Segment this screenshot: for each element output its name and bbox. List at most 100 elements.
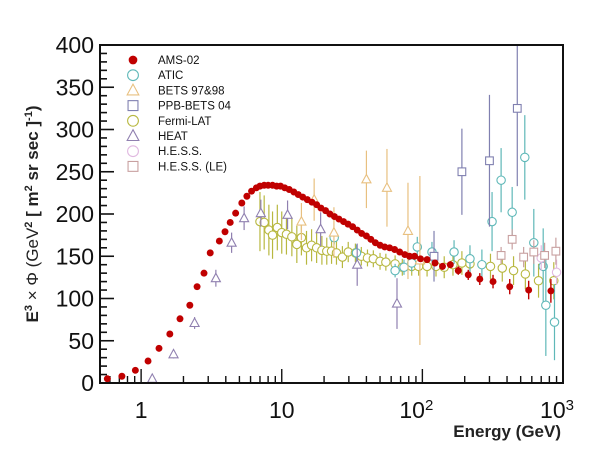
x-axis-title: Energy (GeV) bbox=[453, 422, 561, 441]
data-point bbox=[489, 278, 497, 286]
data-point bbox=[215, 237, 223, 245]
y-tick-label: 350 bbox=[56, 74, 94, 100]
data-point bbox=[146, 372, 158, 383]
data-point bbox=[520, 269, 531, 279]
data-point bbox=[186, 301, 194, 309]
legend-label: PPB-BETS 04 bbox=[158, 101, 231, 113]
y-tick-label: 250 bbox=[56, 159, 94, 185]
legend-marker bbox=[126, 128, 140, 142]
data-point bbox=[485, 156, 494, 166]
data-point bbox=[131, 366, 139, 374]
legend-marker bbox=[127, 114, 139, 127]
data-point bbox=[206, 249, 214, 257]
data-point bbox=[507, 234, 517, 244]
data-point bbox=[508, 265, 519, 276]
data-point bbox=[547, 287, 555, 295]
data-point bbox=[551, 267, 562, 278]
y-tick-label: 50 bbox=[68, 328, 94, 354]
data-point bbox=[155, 344, 163, 352]
data-point bbox=[541, 300, 551, 311]
data-point bbox=[351, 248, 362, 258]
legend-marker bbox=[127, 145, 139, 158]
data-point bbox=[243, 192, 251, 200]
data-point bbox=[238, 212, 250, 223]
data-point bbox=[144, 357, 152, 365]
plot-frame bbox=[99, 44, 564, 384]
y-tick-label: 300 bbox=[56, 117, 94, 143]
x-tick-label: 102 bbox=[399, 397, 433, 424]
x-tick-label: 10 bbox=[269, 397, 295, 423]
legend-item: HEAT bbox=[126, 128, 188, 143]
data-point bbox=[525, 286, 533, 294]
data-point bbox=[255, 207, 267, 218]
data-point bbox=[315, 223, 327, 234]
data-point bbox=[391, 297, 403, 308]
data-point bbox=[166, 330, 174, 338]
data-point bbox=[103, 375, 111, 383]
legend-marker bbox=[128, 55, 138, 65]
series-bets-97-98 bbox=[295, 148, 426, 345]
legend: AMS-02 ATIC BETS 97&98 PPB-BETS 04 Fermi-LAT… bbox=[126, 55, 231, 173]
data-point bbox=[506, 283, 514, 291]
data-point bbox=[477, 259, 487, 270]
series-h-e-s-s-le- bbox=[496, 229, 561, 269]
data-point bbox=[476, 275, 484, 283]
plot-area bbox=[103, 45, 562, 383]
series-ppb-bets-04 bbox=[429, 45, 522, 282]
data-point bbox=[210, 272, 222, 283]
data-point bbox=[457, 167, 467, 177]
data-point bbox=[549, 317, 560, 327]
legend-label: AMS-02 bbox=[158, 55, 200, 67]
data-point bbox=[287, 232, 297, 242]
data-point bbox=[226, 218, 234, 226]
data-point bbox=[390, 265, 400, 276]
data-point bbox=[497, 263, 508, 273]
data-point bbox=[496, 251, 506, 260]
data-point bbox=[351, 258, 363, 269]
legend-label: BETS 97&98 bbox=[158, 85, 224, 97]
legend-label: H.E.S.S. (LE) bbox=[158, 161, 227, 173]
data-point bbox=[406, 252, 413, 260]
data-point bbox=[496, 175, 506, 185]
x-tick-label: 103 bbox=[540, 397, 574, 424]
legend-label: H.E.S.S. bbox=[158, 146, 202, 158]
legend-item: AMS-02 bbox=[128, 55, 200, 67]
data-point bbox=[282, 208, 294, 219]
data-point bbox=[464, 271, 472, 279]
data-point bbox=[485, 261, 496, 272]
series-ams-02 bbox=[103, 181, 555, 383]
data-point bbox=[429, 251, 439, 261]
legend-item: H.E.S.S. bbox=[127, 145, 202, 158]
data-point bbox=[193, 283, 201, 291]
data-point bbox=[248, 187, 256, 195]
data-point bbox=[267, 230, 278, 240]
data-point bbox=[238, 199, 246, 207]
data-point bbox=[381, 257, 391, 267]
data-point bbox=[465, 254, 475, 264]
data-point bbox=[454, 267, 462, 275]
data-point bbox=[200, 269, 208, 277]
legend-marker bbox=[127, 69, 139, 82]
data-point bbox=[551, 246, 561, 256]
legend-marker bbox=[127, 100, 139, 112]
data-point bbox=[406, 258, 417, 268]
data-point bbox=[189, 316, 201, 328]
legend-item: PPB-BETS 04 bbox=[127, 100, 231, 113]
y-tick-label: 200 bbox=[56, 201, 94, 227]
data-point bbox=[226, 236, 238, 247]
y-axis-title: E3 × Φ (GeV2 [ m2 sr sec ]-1) bbox=[23, 105, 42, 322]
data-point bbox=[529, 247, 539, 257]
x-tick-label: 1 bbox=[135, 397, 148, 423]
data-point bbox=[446, 261, 454, 269]
legend-item: BETS 97&98 bbox=[126, 82, 224, 97]
data-point bbox=[519, 252, 529, 262]
data-point bbox=[118, 372, 126, 380]
legend-marker bbox=[127, 160, 139, 172]
data-point bbox=[328, 226, 340, 237]
data-point bbox=[337, 252, 348, 262]
y-tick-label: 400 bbox=[56, 32, 94, 58]
legend-item: Fermi-LAT bbox=[127, 114, 211, 128]
data-point bbox=[399, 262, 409, 272]
legend-item: H.E.S.S. (LE) bbox=[127, 160, 227, 173]
